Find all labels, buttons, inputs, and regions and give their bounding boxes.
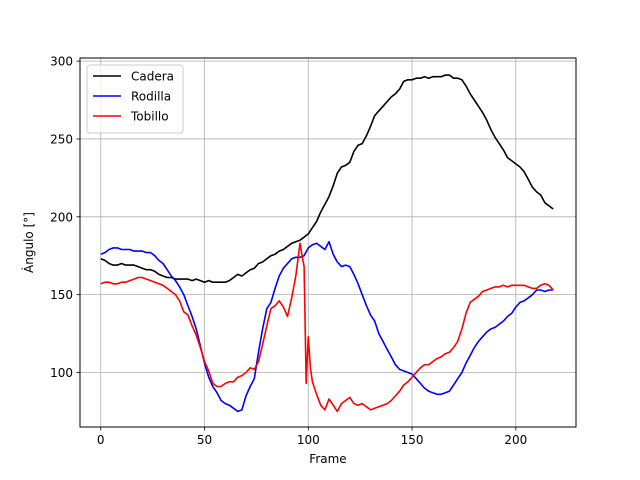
x-tick-label: 0 [97, 433, 105, 447]
y-tick-label: 200 [50, 210, 73, 224]
y-tick-label: 300 [50, 55, 73, 69]
x-tick-label: 150 [401, 433, 424, 447]
y-tick-label: 250 [50, 132, 73, 146]
x-tick-label: 100 [297, 433, 320, 447]
x-tick-label: 200 [504, 433, 527, 447]
ticks: 0 50 100 150 200 100 150 200 250 300 [50, 55, 527, 447]
y-axis-label: Ángulo [°] [21, 212, 36, 273]
legend: Cadera Rodilla Tobillo [86, 64, 184, 134]
x-tick-label: 50 [197, 433, 212, 447]
series-line-tobillo [100, 242, 554, 413]
legend-label-tobillo: Tobillo [130, 110, 169, 124]
x-axis-label: Frame [309, 452, 346, 466]
series-line-cadera [100, 74, 554, 283]
grid [80, 58, 576, 427]
legend-label-rodilla: Rodilla [131, 90, 171, 104]
y-tick-label: 150 [50, 288, 73, 302]
series-line-rodilla [100, 240, 554, 413]
plot-frame [79, 57, 577, 428]
legend-label-cadera: Cadera [131, 70, 174, 84]
y-tick-label: 100 [50, 366, 73, 380]
series-layer [100, 74, 554, 413]
